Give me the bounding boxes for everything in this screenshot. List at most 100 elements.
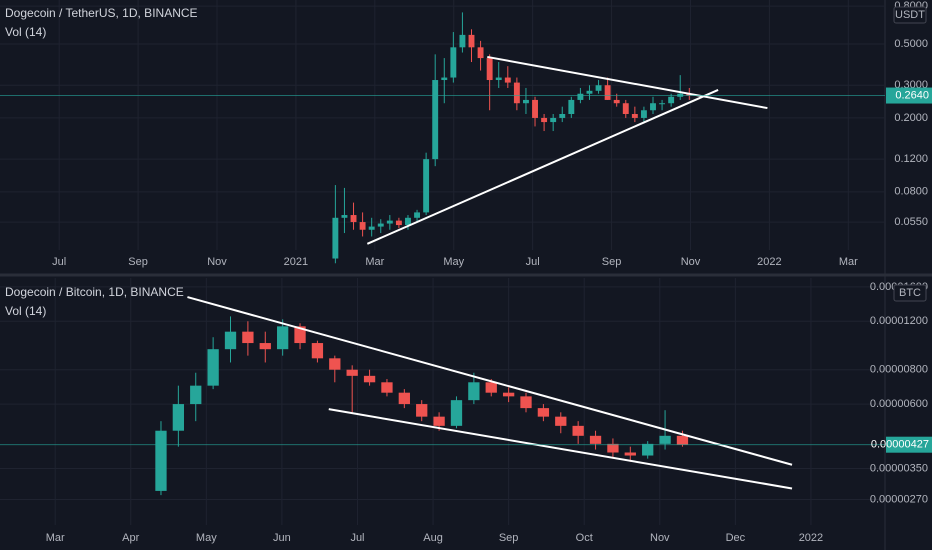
candle-body bbox=[277, 326, 289, 350]
candle-body bbox=[224, 331, 237, 350]
candle-body bbox=[537, 408, 550, 417]
candle-body bbox=[668, 96, 675, 104]
y-tick-label: 0.0550 bbox=[894, 216, 928, 228]
candle-body bbox=[607, 443, 619, 453]
candle-body bbox=[589, 435, 602, 444]
candle-body bbox=[502, 392, 515, 397]
y-tick-label: 0.00000270 bbox=[870, 493, 928, 505]
x-tick-label: Sep bbox=[128, 256, 148, 268]
candle-body bbox=[450, 400, 463, 426]
candle-body bbox=[604, 85, 611, 100]
y-tick-label: 0.00000800 bbox=[870, 364, 928, 376]
candle-body bbox=[346, 369, 358, 376]
x-tick-label: Mar bbox=[839, 256, 858, 268]
volume-label: Vol (14) bbox=[5, 304, 46, 318]
candle-body bbox=[520, 396, 532, 409]
candle-body bbox=[172, 404, 185, 431]
chart-title: Dogecoin / Bitcoin, 1D, BINANCE bbox=[5, 285, 184, 299]
candle-body bbox=[441, 77, 448, 81]
candle-body bbox=[155, 430, 167, 491]
candle-body bbox=[359, 222, 366, 230]
candle-body bbox=[676, 435, 689, 445]
y-tick-label: 0.00000600 bbox=[870, 398, 928, 410]
candle-body bbox=[432, 80, 439, 160]
candle-body bbox=[311, 343, 324, 359]
candle-body bbox=[242, 331, 254, 344]
x-tick-label: Oct bbox=[576, 532, 593, 544]
y-tick-label: 0.2000 bbox=[894, 112, 928, 124]
trend-line bbox=[187, 296, 793, 466]
candle-body bbox=[377, 223, 384, 227]
candle-body bbox=[541, 117, 548, 123]
candle-body bbox=[363, 375, 376, 383]
x-tick-label: Jul bbox=[526, 256, 540, 268]
candle-body bbox=[207, 349, 219, 386]
candle-body bbox=[486, 58, 493, 81]
candle-body bbox=[381, 382, 393, 393]
candle-body bbox=[433, 416, 445, 426]
volume-label: Vol (14) bbox=[5, 25, 46, 39]
unit-label[interactable]: BTC bbox=[899, 287, 921, 299]
candle-body bbox=[495, 77, 502, 81]
unit-label[interactable]: USDT bbox=[895, 9, 925, 21]
x-tick-label: Mar bbox=[365, 256, 384, 268]
x-tick-label: Sep bbox=[602, 256, 622, 268]
x-tick-label: Jul bbox=[52, 256, 66, 268]
candle-body bbox=[294, 326, 306, 344]
candle-body bbox=[386, 220, 393, 224]
trend-line bbox=[328, 408, 793, 490]
candle-body bbox=[332, 217, 339, 259]
x-tick-label: Aug bbox=[423, 532, 443, 544]
x-tick-label: Dec bbox=[726, 532, 746, 544]
candle-body bbox=[450, 47, 457, 78]
candle-body bbox=[532, 99, 538, 118]
candle-body bbox=[572, 425, 584, 436]
candle-body bbox=[586, 90, 593, 94]
trend-line bbox=[487, 55, 768, 110]
trend-line bbox=[366, 89, 719, 245]
last-price-label: 0.00000427 bbox=[871, 439, 929, 451]
unit-box[interactable] bbox=[893, 6, 927, 24]
candle-body bbox=[423, 159, 430, 213]
x-tick-label: 2021 bbox=[284, 256, 308, 268]
candle-body bbox=[659, 103, 666, 105]
candle-body bbox=[642, 443, 654, 456]
candle-body bbox=[624, 452, 636, 456]
x-tick-label: Jul bbox=[350, 532, 364, 544]
x-tick-label: 2022 bbox=[757, 256, 781, 268]
candle-body bbox=[631, 113, 638, 118]
x-tick-label: Apr bbox=[122, 532, 139, 544]
candle-body bbox=[395, 220, 402, 226]
candle-body bbox=[513, 82, 520, 104]
y-tick-label: 0.0800 bbox=[894, 186, 928, 198]
unit-box[interactable] bbox=[893, 284, 927, 302]
candle-body bbox=[550, 117, 557, 123]
chart-title: Dogecoin / TetherUS, 1D, BINANCE bbox=[5, 6, 198, 20]
candle-body bbox=[398, 392, 410, 405]
y-tick-label: 0.00000350 bbox=[870, 462, 928, 474]
candle-body bbox=[650, 103, 656, 111]
y-tick-label: 0.5000 bbox=[894, 38, 928, 50]
candle-body bbox=[368, 226, 375, 230]
candle-body bbox=[414, 212, 421, 218]
candle-body bbox=[595, 85, 602, 91]
candle-body bbox=[523, 99, 529, 104]
candle-body bbox=[459, 34, 466, 48]
candle-body bbox=[659, 435, 671, 444]
candle-body bbox=[259, 343, 271, 350]
y-tick-label: 0.00001200 bbox=[870, 315, 928, 327]
candle-body bbox=[622, 103, 629, 114]
candle-body bbox=[485, 382, 497, 393]
x-tick-label: Nov bbox=[207, 256, 227, 268]
candle-body bbox=[555, 416, 567, 426]
candle-body bbox=[468, 382, 480, 401]
y-tick-label: 0.1200 bbox=[894, 153, 928, 165]
candle-body bbox=[350, 215, 357, 223]
candle-body bbox=[613, 99, 620, 104]
candle-body bbox=[190, 385, 202, 405]
candle-body bbox=[341, 215, 348, 218]
x-tick-label: Nov bbox=[650, 532, 670, 544]
x-tick-label: 2022 bbox=[799, 532, 823, 544]
candle-body bbox=[416, 404, 428, 417]
